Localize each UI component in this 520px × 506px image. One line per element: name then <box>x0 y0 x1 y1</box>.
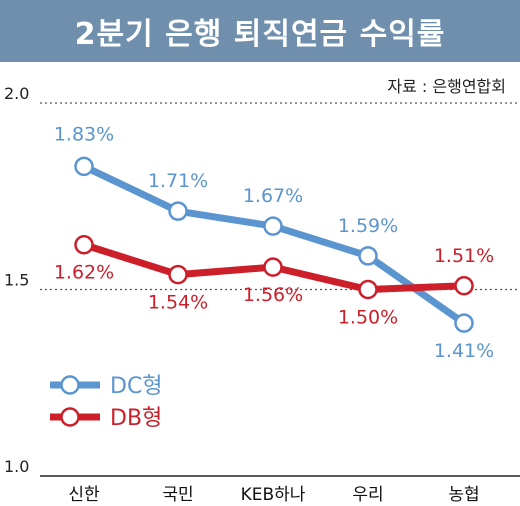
chart-title: 2분기 은행 퇴직연금 수익률 <box>74 17 446 52</box>
legend-label: DC형 <box>110 374 163 399</box>
x-tick-label: 농협 <box>448 485 479 505</box>
y-tick-label: 1.5 <box>4 271 29 290</box>
source-note: 자료 : 은행연합회 <box>387 77 506 96</box>
data-label: 1.54% <box>148 292 208 314</box>
data-label: 1.59% <box>338 215 398 237</box>
data-label: 1.83% <box>54 123 114 145</box>
data-point <box>74 234 94 255</box>
data-point <box>454 313 474 333</box>
x-tick-label: KEB하나 <box>241 485 306 505</box>
data-label: 1.51% <box>434 245 494 267</box>
legend-marker <box>60 375 80 395</box>
data-point <box>74 156 94 177</box>
data-label: 1.71% <box>148 170 208 192</box>
data-point <box>263 257 283 277</box>
data-point <box>358 279 378 300</box>
data-point <box>168 201 188 221</box>
y-tick-label: 2.0 <box>4 84 29 103</box>
y-tick-label: 1.0 <box>4 457 29 476</box>
data-label: 1.41% <box>434 340 494 362</box>
title-bar: 2분기 은행 퇴직연금 수익률 <box>0 0 520 62</box>
data-point <box>263 216 283 236</box>
data-label: 1.50% <box>338 307 398 329</box>
legend-marker <box>60 407 80 427</box>
x-tick-label: 신한 <box>68 485 100 505</box>
data-point <box>168 264 188 285</box>
legend-label: DB형 <box>110 406 162 431</box>
x-tick-label: 우리 <box>352 485 383 505</box>
data-label: 1.62% <box>54 262 114 284</box>
data-label: 1.56% <box>243 284 303 306</box>
data-label: 1.67% <box>243 185 303 207</box>
data-point <box>454 276 474 296</box>
x-tick-label: 국민 <box>162 485 193 505</box>
data-point <box>358 246 378 266</box>
